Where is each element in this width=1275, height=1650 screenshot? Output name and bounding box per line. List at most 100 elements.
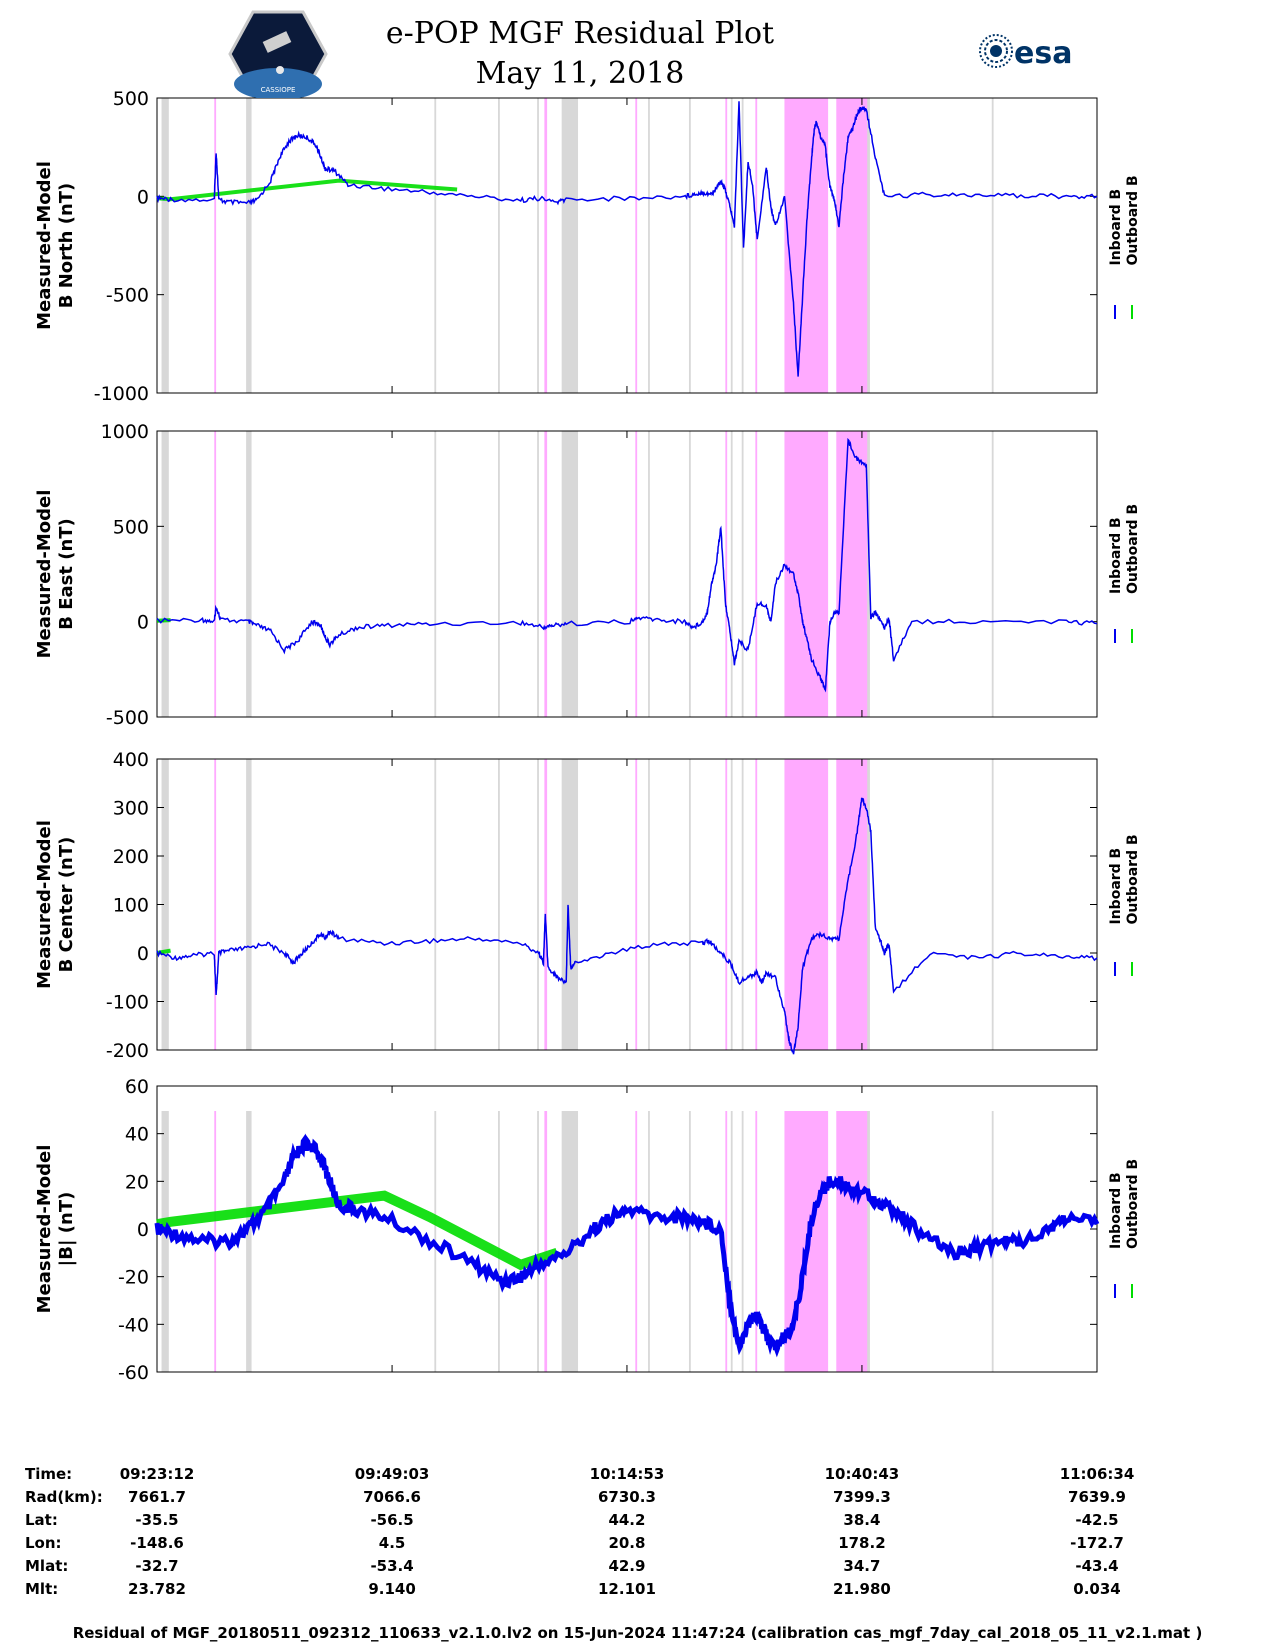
outboard-series-0 [156,178,458,202]
legend-outboard-0: Outboard B [1125,175,1141,265]
cassiope-logo: CASSIOPE [228,10,328,98]
gray-band-3-0 [161,1111,169,1372]
gray-band-2-3 [498,759,500,1050]
time-axis-row-mlt: Mlt: 23.782 9.140 12.101 21.980 0.034 [0,1580,1275,1604]
time-axis-value: 7661.7 [128,1488,186,1506]
ytick-label-3-3: 0 [137,1219,149,1241]
footer-caption: Residual of MGF_20180511_092312_110633_v… [72,1624,1203,1642]
ytick-label-3-0: 60 [125,1076,149,1098]
time-axis-value: 09:49:03 [354,1465,430,1483]
time-axis-row-rad: Rad(km): 7661.7 7066.6 6730.3 7399.3 7639.9 [0,1488,1275,1512]
panel-frame-1 [156,430,1098,718]
gray-band-1-1 [246,431,252,717]
pink-band-1-5 [784,431,829,717]
panel-frame-3 [156,1085,1098,1373]
gray-band-2-1 [246,759,252,1050]
pink-band-2-5 [784,759,829,1050]
gray-band-3-1 [246,1111,252,1372]
time-axis-value: 0.034 [1073,1580,1121,1598]
cassiope-logo-text: CASSIOPE [261,86,296,94]
time-axis-label: Time: [25,1465,73,1483]
panel-frame-2 [156,758,1098,1051]
pink-band-2-1 [544,759,548,1050]
gray-band-1-11 [991,431,994,717]
ytick-label-3-4: -20 [118,1267,149,1289]
ytick-label-2-5: -100 [106,992,149,1014]
time-axis-value: 9.140 [368,1580,416,1598]
gray-band-1-0 [161,431,169,717]
pink-band-2-4 [755,759,758,1050]
gray-band-0-1 [246,98,252,393]
inboard-series-1 [156,437,1098,693]
ytick-label-3-1: 40 [125,1124,149,1146]
gray-band-1-4 [537,431,539,717]
gray-band-3-6 [648,1111,650,1372]
esa-logo: esa [979,34,1072,71]
inboard-series-2 [156,797,1098,1055]
gray-band-2-7 [688,759,691,1050]
gray-band-0-7 [688,98,691,393]
pink-band-3-1 [544,1111,548,1372]
legend-inboard-2: Inboard B [1108,848,1124,925]
pink-band-0-4 [755,98,758,393]
pink-band-3-4 [755,1111,758,1372]
legend-inboard-3: Inboard B [1108,1172,1124,1249]
ytick-label-1-1: 500 [113,516,149,538]
gray-band-2-6 [648,759,650,1050]
legend-outboard-1: Outboard B [1125,504,1141,594]
gray-band-0-6 [648,98,650,393]
time-axis-value: -43.4 [1075,1557,1119,1575]
ytick-label-0-1: 0 [137,186,149,208]
esa-logo-text: esa [1014,36,1072,71]
legend-inboard-1: Inboard B [1108,517,1124,594]
time-axis-value: 7066.6 [363,1488,421,1506]
time-axis-value: 6730.3 [598,1488,656,1506]
pink-band-2-0 [214,759,217,1050]
ytick-label-3-2: 20 [125,1171,149,1193]
ytick-label-2-3: 100 [113,895,149,917]
gray-band-2-4 [537,759,539,1050]
time-axis-value: 10:14:53 [589,1465,665,1483]
gray-band-1-7 [688,431,691,717]
gray-band-3-8 [730,1111,733,1372]
ytick-label-2-0: 400 [113,749,149,771]
gray-band-1-3 [498,431,500,717]
pink-band-2-6 [836,759,868,1050]
ytick-label-2-6: -200 [106,1040,149,1062]
ylabel-2: Measured-ModelB Center (nT) [34,820,77,989]
time-axis-row-time: Time: 09:23:12 09:49:03 10:14:53 10:40:43 11:… [0,1465,1275,1489]
pink-band-3-2 [635,1111,638,1372]
pink-band-1-2 [635,431,638,717]
time-axis-value: 7399.3 [832,1488,891,1506]
ytick-label-1-2: 0 [137,612,149,634]
time-axis-value: 20.8 [608,1534,646,1552]
time-axis-value: 21.980 [832,1580,891,1598]
pink-band-0-0 [214,98,217,393]
time-axis-value: 42.9 [608,1557,646,1575]
pink-band-3-6 [836,1111,868,1372]
gray-band-2-9 [741,759,744,1050]
time-axis-value: 09:23:12 [119,1465,195,1483]
gray-band-3-7 [688,1111,691,1372]
time-axis-label: Rad(km): [25,1488,103,1506]
time-axis-row-mlat: Mlat: -32.7 -53.4 42.9 34.7 -43.4 [0,1557,1275,1581]
ylabel-1: Measured-ModelB East (nT) [34,490,77,659]
legend-outboard-3: Outboard B [1125,1159,1141,1249]
gray-band-1-2 [434,431,437,717]
gray-band-3-5 [561,1111,579,1372]
gray-band-0-11 [991,98,994,393]
gray-band-2-2 [434,759,437,1050]
panel-frame-0 [156,97,1098,394]
pink-band-1-0 [214,431,217,717]
time-axis-value: -56.5 [370,1511,414,1529]
gray-band-0-5 [561,98,579,393]
gray-band-2-0 [161,759,169,1050]
gray-band-3-3 [498,1111,500,1372]
time-axis-row-lon: Lon: -148.6 4.5 20.8 178.2 -172.7 [0,1534,1275,1558]
time-axis-value: 10:40:43 [824,1465,900,1483]
time-axis-value: 44.2 [608,1511,646,1529]
pink-band-1-3 [725,431,728,717]
pink-band-1-1 [544,431,548,717]
time-axis-label: Lon: [25,1534,62,1552]
